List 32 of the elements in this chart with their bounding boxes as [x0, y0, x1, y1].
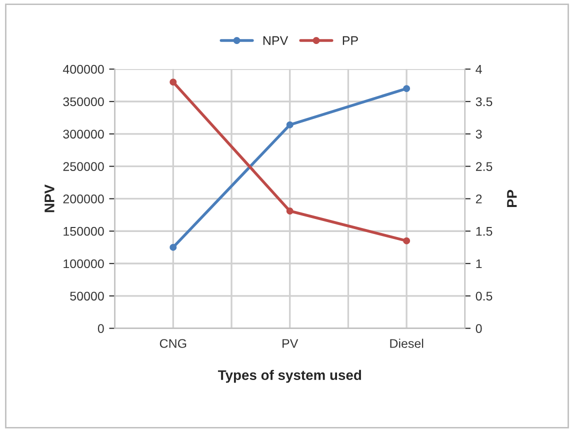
y2-tick-label: 2	[476, 194, 482, 204]
point	[286, 208, 294, 215]
point	[170, 244, 177, 251]
y2-axis-title: PP	[507, 190, 517, 208]
y2-tick-label: 3.5	[476, 97, 492, 106]
y2-tick-label: 2.5	[476, 162, 492, 171]
x-axis-title: Types of system used	[218, 370, 362, 383]
y-tick-label: 200000	[63, 194, 104, 204]
point	[403, 85, 410, 92]
x-tick-label: CNG	[160, 339, 186, 348]
point	[286, 121, 294, 128]
y2-tick-label: 0	[476, 324, 482, 333]
x-tick-label: PV	[282, 339, 298, 348]
x-tick-label: Diesel	[390, 338, 424, 348]
y2-tick-label: 1.5	[476, 227, 492, 236]
y-tick-label: 250000	[63, 162, 104, 171]
y-tick-label: 50000	[70, 292, 104, 301]
point	[403, 237, 410, 244]
y-tick-label: 100000	[64, 259, 104, 268]
y-tick-label: 350000	[63, 97, 104, 106]
y2-tick-label: 1	[476, 259, 482, 268]
legend-label: NPV	[263, 36, 288, 45]
y2-tick-label: 3	[476, 130, 482, 139]
legend-label: PP	[342, 36, 358, 45]
y2-tick-label: 0.5	[476, 292, 492, 301]
y-tick-label: 0	[98, 324, 104, 333]
y-tick-label: 150000	[64, 226, 104, 236]
y-tick-label: 300000	[63, 130, 104, 139]
y2-tick-label: 4	[476, 65, 482, 74]
y-tick-label: 400000	[62, 64, 104, 74]
point	[170, 78, 177, 86]
y-axis-title: NPV	[44, 184, 54, 212]
